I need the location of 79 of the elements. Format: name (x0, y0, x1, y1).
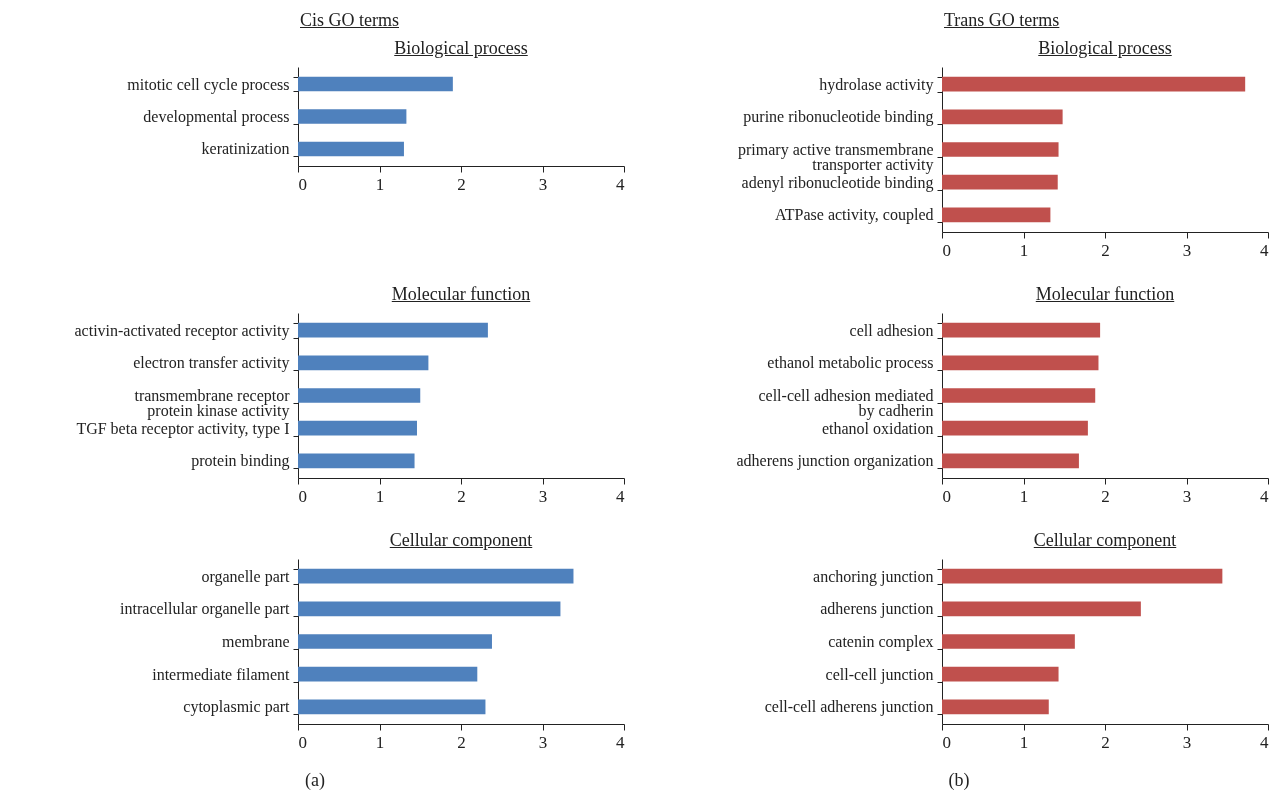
x-tick-label: 2 (1101, 240, 1110, 260)
x-tick-label: 3 (538, 732, 548, 752)
text: (b) (947, 770, 971, 791)
x-tick-label: 0 (298, 732, 307, 752)
y-tick-label: adherens junction organization (736, 452, 934, 471)
x-tick-label: 0 (942, 486, 951, 506)
y-tick-label: mitotic cell cycle process (127, 75, 290, 94)
x-tick-label: 1 (1019, 240, 1029, 260)
y-tick-label: ATPase activity, coupled (775, 206, 934, 225)
x-tick-label: 4 (616, 732, 625, 752)
x-tick-label: 3 (1182, 732, 1192, 752)
bar (298, 109, 407, 124)
y-tick-label: transmembrane receptor protein kinase activity (134, 387, 291, 420)
y-tick-label: cell-cell junction (825, 665, 934, 684)
y-tick-label: anchoring junction (813, 567, 934, 586)
y-tick-label: TGF beta receptor activity, type I (76, 419, 290, 438)
text: Trans GO terms (944, 10, 1060, 30)
y-tick-label: cytoplasmic part (183, 698, 291, 717)
x-tick-label: 0 (942, 732, 951, 752)
x-tick-label: 1 (375, 486, 385, 506)
y-tick-label: cell adhesion (849, 321, 934, 339)
x-tick-label: 0 (298, 174, 307, 194)
x-tick-label: 1 (375, 174, 385, 194)
y-tick-label: intermediate filament (152, 665, 291, 683)
y-tick-label: adenyl ribonucleotide binding (741, 173, 934, 192)
x-tick-label: 4 (1260, 486, 1269, 506)
y-tick-label: membrane (221, 633, 290, 650)
x-tick-label: 4 (616, 174, 625, 194)
x-tick-label: 3 (1182, 486, 1192, 506)
bar (298, 666, 478, 682)
x-tick-label: 4 (616, 486, 625, 506)
text: Cis GO terms (300, 10, 399, 30)
y-tick-label: intracellular organelle part (120, 600, 291, 619)
x-tick-label: 3 (538, 486, 548, 506)
bar (298, 699, 486, 715)
y-tick-label: organelle part (201, 567, 291, 586)
bar (298, 141, 404, 157)
bar (298, 453, 415, 469)
x-tick-label: 2 (457, 174, 466, 194)
text: (a) (304, 770, 326, 791)
y-tick-label: developmental process (143, 108, 290, 126)
x-tick-label: 1 (375, 732, 385, 752)
y-tick-label: keratinization (201, 140, 290, 158)
chart-title: Cellular component (389, 530, 533, 550)
chart-title: Molecular function (1035, 284, 1175, 304)
y-tick-label: cell-cell adherens junction (764, 698, 934, 717)
x-tick-label: 2 (457, 486, 466, 506)
bar (298, 601, 561, 617)
x-tick-label: 4 (1260, 240, 1269, 260)
x-tick-label: 3 (538, 174, 548, 194)
chart-title: Biological process (1038, 38, 1172, 58)
x-tick-label: 0 (942, 240, 951, 260)
x-tick-label: 2 (457, 732, 466, 752)
y-tick-label: ethanol metabolic process (767, 354, 934, 373)
y-tick-label: protein binding (191, 452, 290, 471)
chart-title: Biological process (394, 38, 528, 58)
y-tick-label: activin-activated receptor activity (74, 321, 290, 340)
chart-title: Molecular function (391, 284, 531, 304)
bar (298, 355, 429, 371)
bar (298, 322, 488, 338)
chart-title: Cellular component (1033, 530, 1177, 550)
y-tick-label: electron transfer activity (133, 354, 290, 373)
bar (298, 420, 417, 436)
x-tick-label: 1 (1019, 732, 1029, 752)
x-tick-label: 0 (298, 486, 307, 506)
y-tick-label: ethanol oxidation (821, 419, 934, 437)
y-tick-label: catenin complex (828, 633, 934, 651)
x-tick-label: 4 (1260, 732, 1269, 752)
bar (298, 634, 492, 649)
bar (298, 568, 574, 584)
x-tick-label: 3 (1182, 240, 1192, 260)
bar (298, 388, 421, 403)
y-tick-label: hydrolase activity (819, 75, 934, 94)
x-tick-label: 2 (1101, 732, 1110, 752)
y-tick-label: purine ribonucleotide binding (743, 108, 934, 127)
y-tick-label: adherens junction (820, 600, 934, 619)
bar (298, 76, 453, 92)
x-tick-label: 1 (1019, 486, 1029, 506)
x-tick-label: 2 (1101, 486, 1110, 506)
